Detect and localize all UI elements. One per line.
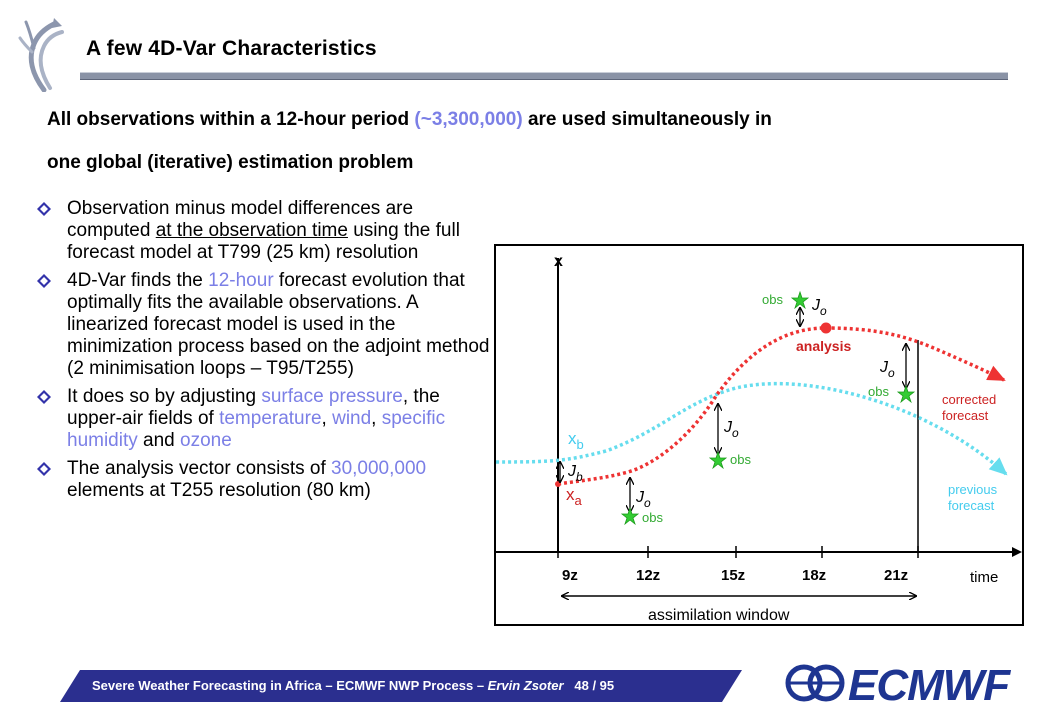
- bullet-3-text-e: and: [137, 430, 181, 451]
- tick-label-21z: 21z: [884, 567, 908, 584]
- bullet-3-surface-pressure: surface pressure: [261, 386, 403, 407]
- 4dvar-diagram-canvas: x time 9z 12z 15z 18z 21z assimilation w…: [496, 253, 1022, 624]
- bullet-4-highlight: 30,000,000: [331, 458, 427, 479]
- bullet-3-temperature: temperature: [219, 408, 322, 429]
- previous-forecast-label-1: previous: [948, 482, 998, 497]
- svg-text:obs: obs: [730, 452, 751, 467]
- footer-author: Ervin Zsoter: [487, 678, 564, 693]
- diamond-bullet-icon: [37, 274, 51, 288]
- bullet-3-ozone: ozone: [180, 430, 232, 451]
- tick-label-9z: 9z: [562, 567, 578, 584]
- bullet-2-highlight: 12-hour: [208, 270, 274, 291]
- bullet-item: The analysis vector consists of 30,000,0…: [36, 458, 496, 502]
- xb-label: xb: [568, 429, 584, 452]
- svg-text:obs: obs: [642, 510, 663, 525]
- corrected-forecast-label-2: forecast: [942, 408, 989, 423]
- analysis-point: [820, 322, 832, 334]
- obs-group-21z: Jo obs: [868, 344, 916, 404]
- y-axis-label: x: [554, 253, 563, 270]
- bullet-item: It does so by adjusting surface pressure…: [36, 386, 496, 452]
- previous-forecast-curve: [496, 381, 1008, 476]
- diamond-bullet-icon: [37, 462, 51, 476]
- intro-text-2: are used simultaneously in: [522, 109, 772, 130]
- diamond-bullet-icon: [37, 202, 51, 216]
- footer-bar: [60, 670, 742, 702]
- bullet-2-text-a: 4D-Var finds the: [67, 270, 209, 291]
- ecmwf-swirl-icon: [785, 664, 845, 702]
- ecmwf-swirl-logo-icon: [18, 18, 64, 92]
- bullet-item: Observation minus model differences are …: [36, 198, 496, 264]
- previous-forecast-label-2: forecast: [948, 498, 995, 513]
- obs-star-icon: [790, 290, 810, 310]
- diamond-bullet-icon: [37, 390, 51, 404]
- corrected-forecast-label-1: corrected: [942, 392, 996, 407]
- obs-star-icon: [620, 506, 640, 526]
- obs-star-icon: [896, 384, 916, 404]
- obs-group-12z: Jo obs: [620, 478, 663, 526]
- svg-text:Jo: Jo: [635, 489, 651, 510]
- bullet-4-text-a: The analysis vector consists of: [67, 458, 331, 479]
- bullet-3-specific-humidity: specific humidity: [67, 408, 446, 451]
- bullet-list: Observation minus model differences are …: [36, 198, 496, 508]
- bullet-3-text-c: ,: [321, 408, 333, 429]
- 4dvar-diagram: x time 9z 12z 15z 18z 21z assimilation w…: [494, 244, 1024, 626]
- title-divider: [80, 72, 1008, 80]
- x-axis-label: time: [970, 569, 998, 586]
- tick-label-18z: 18z: [802, 567, 826, 584]
- svg-text:Jo: Jo: [723, 419, 739, 440]
- analysis-curve: [557, 326, 1006, 486]
- intro-statement: All observations within a 12-hour period…: [47, 98, 1007, 184]
- xa-label: xa: [566, 485, 583, 508]
- bullet-item: 4D-Var finds the 12-hour forecast evolut…: [36, 270, 496, 380]
- intro-text-1: All observations within a 12-hour period: [47, 109, 415, 130]
- time-ticks: [557, 546, 919, 558]
- ecmwf-logo-text: ECMWF: [848, 661, 1011, 708]
- bullet-3-wind: wind: [332, 408, 372, 429]
- slide-title: A few 4D-Var Characteristics: [86, 37, 377, 60]
- footer-title: Severe Weather Forecasting in Africa – E…: [92, 678, 488, 693]
- tick-label-15z: 15z: [721, 567, 745, 584]
- svg-text:Jo: Jo: [879, 359, 895, 380]
- bullet-4-text-b: elements at T255 resolution (80 km): [67, 480, 371, 501]
- obs-group-18z: Jo obs: [762, 290, 827, 326]
- bullet-1-underline: at the observation time: [155, 220, 348, 241]
- bullet-3-text-a: It does so by adjusting: [67, 386, 262, 407]
- analysis-label: analysis: [796, 338, 851, 354]
- svg-text:Jo: Jo: [811, 297, 827, 318]
- svg-text:obs: obs: [868, 384, 889, 399]
- bullet-3-text-b: , the upper-air fields of: [67, 386, 440, 429]
- intro-text-3: one global (iterative) estimation proble…: [47, 152, 414, 173]
- jb-label: Jb: [567, 463, 583, 484]
- footer-text: Severe Weather Forecasting in Africa – E…: [92, 678, 614, 693]
- assimilation-window-label: assimilation window: [648, 607, 790, 624]
- footer-page-number: 48 / 95: [563, 678, 615, 693]
- tick-label-12z: 12z: [636, 567, 660, 584]
- bullet-3-text-d: ,: [371, 408, 382, 429]
- bullet-1-text-a: Observation minus model differences are …: [67, 198, 414, 241]
- ecmwf-logo: ECMWF: [785, 661, 1012, 708]
- intro-observation-count: (~3,300,000): [414, 109, 523, 130]
- obs-group-15z: Jo obs: [708, 404, 751, 470]
- svg-text:obs: obs: [762, 292, 783, 307]
- obs-star-icon: [708, 450, 728, 470]
- bullet-1-text-b: using the full forecast model at T799 (2…: [67, 220, 460, 263]
- bullet-2-text-b: forecast evolution that optimally fits t…: [67, 270, 490, 379]
